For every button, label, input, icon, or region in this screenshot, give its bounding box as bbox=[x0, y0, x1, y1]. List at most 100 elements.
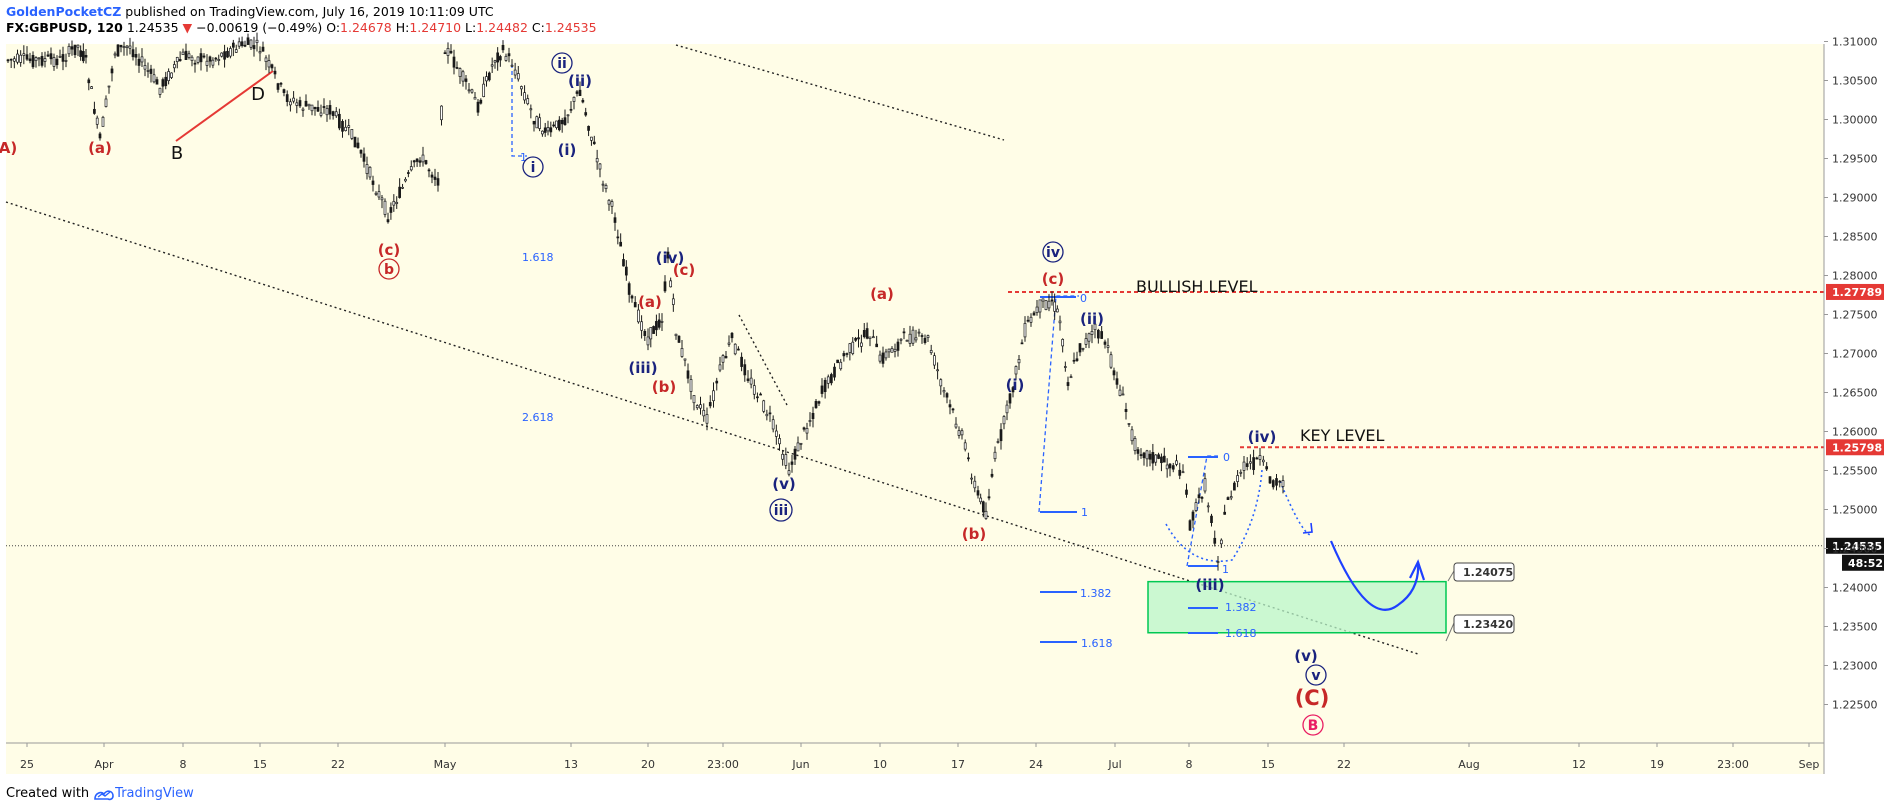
candle-body bbox=[1127, 423, 1131, 425]
candle-body bbox=[575, 91, 579, 94]
fib-level-label: 1.382 bbox=[1225, 601, 1257, 614]
time-axis[interactable]: 25 Apr 8 15 22 May 13 20 23:00 Jun 10 17 24 Jul 8 15 22 A… bbox=[6, 742, 1824, 771]
time-tick-label: 10 bbox=[873, 758, 887, 771]
price-tick-label: 1.28500 bbox=[1832, 231, 1878, 244]
fib-level-label: 1.618 bbox=[1225, 627, 1257, 640]
candle-body bbox=[267, 60, 271, 68]
high-value: 1.24710 bbox=[409, 20, 462, 35]
price-axis[interactable]: 1.31000 1.30500 1.30000 1.29500 1.29000 1.285… bbox=[1823, 36, 1878, 775]
time-tick-label: 23:00 bbox=[707, 758, 739, 771]
candle-body bbox=[552, 124, 556, 127]
plot-area[interactable] bbox=[6, 44, 1824, 774]
candle-body bbox=[37, 57, 41, 60]
candle-body bbox=[196, 56, 200, 63]
candle-body bbox=[733, 343, 737, 355]
footer: Created with TradingView bbox=[6, 786, 194, 801]
candle-body bbox=[140, 56, 144, 63]
wave-label: (v) bbox=[772, 475, 796, 493]
created-with-text: Created with bbox=[6, 786, 90, 801]
wave-label: (ii) bbox=[1080, 310, 1104, 328]
candle-body bbox=[507, 53, 511, 57]
candle-body bbox=[942, 390, 946, 393]
wave-label: (a) bbox=[870, 285, 894, 303]
candle-body bbox=[1151, 452, 1155, 464]
time-tick-label: 23:00 bbox=[1717, 758, 1749, 771]
tradingview-link[interactable]: TradingView bbox=[93, 786, 194, 801]
candle-body bbox=[917, 331, 921, 334]
candle-body bbox=[427, 169, 431, 172]
candle-body bbox=[243, 44, 247, 47]
time-tick-label: 15 bbox=[253, 758, 267, 771]
candle-body bbox=[487, 72, 491, 81]
candle-body bbox=[887, 348, 891, 353]
candle-body bbox=[657, 319, 661, 328]
last-price-box bbox=[1826, 537, 1884, 554]
candle-body bbox=[595, 158, 599, 163]
time-tick-label: 8 bbox=[1186, 758, 1193, 771]
candle-body bbox=[1185, 489, 1188, 495]
candle-body bbox=[987, 496, 991, 499]
arrow-up-icon bbox=[1409, 559, 1426, 581]
published-text: published on TradingView.com, July 16, 2… bbox=[125, 4, 494, 19]
candle-body bbox=[781, 453, 785, 460]
candle-body bbox=[802, 427, 806, 430]
candle-body bbox=[923, 337, 927, 343]
candle-body bbox=[40, 55, 44, 66]
projection-arc bbox=[1329, 540, 1420, 611]
price-tick-label: 1.22500 bbox=[1832, 699, 1878, 712]
candle-body bbox=[152, 74, 156, 83]
candle-body bbox=[341, 121, 344, 132]
candle-body bbox=[175, 57, 179, 62]
candle-body bbox=[740, 356, 743, 367]
wave-label: (c) bbox=[1042, 270, 1065, 288]
candle-body bbox=[1236, 475, 1239, 482]
wave-label: iii bbox=[774, 503, 788, 519]
time-tick-label: Aug bbox=[1458, 758, 1479, 771]
candle-body bbox=[1061, 339, 1065, 347]
target-callout-label: 1.24075 bbox=[1463, 566, 1513, 579]
candle-body bbox=[845, 353, 849, 355]
candle-body bbox=[1226, 497, 1230, 500]
time-tick-label: May bbox=[434, 758, 457, 771]
candle-body bbox=[301, 108, 305, 111]
candle-body bbox=[461, 71, 465, 82]
price-tick-label: 1.27000 bbox=[1832, 348, 1878, 361]
wave-label: (b) bbox=[962, 525, 986, 543]
candle-body bbox=[261, 46, 265, 52]
candle-body bbox=[526, 98, 530, 105]
candle-body bbox=[128, 45, 132, 49]
candle-body bbox=[409, 166, 413, 171]
wave-label: (c) bbox=[378, 241, 401, 259]
candle-body bbox=[1210, 515, 1213, 523]
candle-body bbox=[945, 393, 949, 398]
candle-body bbox=[851, 341, 855, 354]
candle-body bbox=[581, 99, 585, 103]
candle-body bbox=[799, 442, 803, 445]
candle-body bbox=[392, 201, 396, 206]
candle-body bbox=[680, 348, 684, 357]
target-callout-box bbox=[1453, 562, 1515, 582]
candle-body bbox=[1011, 387, 1015, 393]
candle-body bbox=[1261, 459, 1265, 463]
candle-body bbox=[79, 50, 83, 57]
candle-body bbox=[167, 71, 170, 81]
candle-body bbox=[446, 48, 450, 56]
candle-body bbox=[125, 45, 129, 48]
candle-body bbox=[933, 355, 936, 366]
price-tick-label: 1.24000 bbox=[1832, 582, 1878, 595]
candle-body bbox=[421, 154, 425, 163]
author-link[interactable]: GoldenPocketCZ bbox=[6, 4, 122, 19]
price-tick-label: 1.26500 bbox=[1832, 387, 1878, 400]
time-tick-label: Jul bbox=[1107, 758, 1121, 771]
time-tick-label: 13 bbox=[564, 758, 578, 771]
wave-label: v bbox=[1311, 668, 1320, 684]
candle-body bbox=[1093, 323, 1097, 331]
candle-body bbox=[149, 68, 153, 74]
price-tick-label: 1.28000 bbox=[1832, 270, 1878, 283]
candle-body bbox=[963, 442, 967, 450]
candle-body bbox=[990, 473, 994, 477]
candle-body bbox=[715, 380, 719, 384]
time-tick-label: 15 bbox=[1261, 758, 1275, 771]
candle-body bbox=[1078, 343, 1082, 353]
